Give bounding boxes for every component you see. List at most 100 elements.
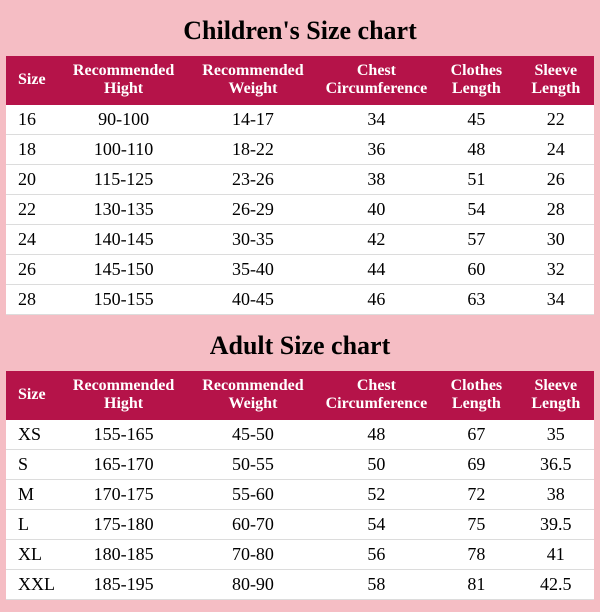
table-row: XS 155-165 45-50 48 67 35	[6, 420, 594, 450]
cell-sleeve: 30	[518, 224, 594, 254]
cell-clothes: 72	[435, 479, 517, 509]
cell-height: 145-150	[59, 254, 188, 284]
adult-chart-title: Adult Size chart	[6, 321, 594, 371]
cell-size: 28	[6, 284, 59, 314]
cell-weight: 18-22	[188, 134, 317, 164]
cell-size: 24	[6, 224, 59, 254]
cell-chest: 46	[318, 284, 436, 314]
table-row: L 175-180 60-70 54 75 39.5	[6, 509, 594, 539]
col-sleeve-length: Sleeve Length	[518, 371, 594, 420]
table-row: 22 130-135 26-29 40 54 28	[6, 194, 594, 224]
cell-weight: 55-60	[188, 479, 317, 509]
cell-clothes: 45	[435, 105, 517, 135]
cell-size: XL	[6, 539, 59, 569]
cell-chest: 54	[318, 509, 436, 539]
cell-size: 16	[6, 105, 59, 135]
table-row: 24 140-145 30-35 42 57 30	[6, 224, 594, 254]
cell-weight: 60-70	[188, 509, 317, 539]
cell-sleeve: 24	[518, 134, 594, 164]
col-chest: Chest Circumference	[318, 371, 436, 420]
cell-height: 90-100	[59, 105, 188, 135]
cell-height: 180-185	[59, 539, 188, 569]
cell-chest: 40	[318, 194, 436, 224]
cell-clothes: 78	[435, 539, 517, 569]
col-weight: Recommended Weight	[188, 56, 317, 105]
cell-height: 150-155	[59, 284, 188, 314]
cell-clothes: 69	[435, 449, 517, 479]
cell-height: 175-180	[59, 509, 188, 539]
table-row: 26 145-150 35-40 44 60 32	[6, 254, 594, 284]
cell-size: 22	[6, 194, 59, 224]
adult-chart: Adult Size chart Size Recommended Hight …	[6, 321, 594, 600]
cell-size: L	[6, 509, 59, 539]
cell-weight: 30-35	[188, 224, 317, 254]
cell-chest: 34	[318, 105, 436, 135]
cell-sleeve: 41	[518, 539, 594, 569]
cell-weight: 23-26	[188, 164, 317, 194]
cell-sleeve: 35	[518, 420, 594, 450]
children-chart-title: Children's Size chart	[6, 6, 594, 56]
cell-clothes: 63	[435, 284, 517, 314]
cell-height: 115-125	[59, 164, 188, 194]
cell-height: 100-110	[59, 134, 188, 164]
cell-clothes: 75	[435, 509, 517, 539]
cell-sleeve: 39.5	[518, 509, 594, 539]
children-header-row: Size Recommended Hight Recommended Weigh…	[6, 56, 594, 105]
cell-clothes: 81	[435, 569, 517, 599]
cell-size: 18	[6, 134, 59, 164]
cell-chest: 42	[318, 224, 436, 254]
table-row: M 170-175 55-60 52 72 38	[6, 479, 594, 509]
col-sleeve-length: Sleeve Length	[518, 56, 594, 105]
cell-sleeve: 42.5	[518, 569, 594, 599]
cell-sleeve: 28	[518, 194, 594, 224]
cell-clothes: 57	[435, 224, 517, 254]
cell-height: 140-145	[59, 224, 188, 254]
cell-sleeve: 22	[518, 105, 594, 135]
table-row: XL 180-185 70-80 56 78 41	[6, 539, 594, 569]
cell-chest: 36	[318, 134, 436, 164]
cell-weight: 80-90	[188, 569, 317, 599]
cell-chest: 48	[318, 420, 436, 450]
cell-weight: 35-40	[188, 254, 317, 284]
adult-header-row: Size Recommended Hight Recommended Weigh…	[6, 371, 594, 420]
col-size: Size	[6, 56, 59, 105]
cell-sleeve: 26	[518, 164, 594, 194]
size-charts-page: Children's Size chart Size Recommended H…	[0, 0, 600, 612]
col-height: Recommended Hight	[59, 56, 188, 105]
cell-weight: 40-45	[188, 284, 317, 314]
table-row: 18 100-110 18-22 36 48 24	[6, 134, 594, 164]
table-row: 16 90-100 14-17 34 45 22	[6, 105, 594, 135]
cell-sleeve: 32	[518, 254, 594, 284]
cell-weight: 45-50	[188, 420, 317, 450]
cell-size: S	[6, 449, 59, 479]
cell-chest: 52	[318, 479, 436, 509]
col-clothes-length: Clothes Length	[435, 56, 517, 105]
cell-weight: 70-80	[188, 539, 317, 569]
cell-height: 130-135	[59, 194, 188, 224]
cell-sleeve: 38	[518, 479, 594, 509]
col-chest: Chest Circumference	[318, 56, 436, 105]
col-clothes-length: Clothes Length	[435, 371, 517, 420]
cell-chest: 58	[318, 569, 436, 599]
cell-weight: 26-29	[188, 194, 317, 224]
children-table: Size Recommended Hight Recommended Weigh…	[6, 56, 594, 315]
table-row: XXL 185-195 80-90 58 81 42.5	[6, 569, 594, 599]
col-weight: Recommended Weight	[188, 371, 317, 420]
cell-weight: 50-55	[188, 449, 317, 479]
cell-size: XS	[6, 420, 59, 450]
cell-chest: 50	[318, 449, 436, 479]
cell-chest: 56	[318, 539, 436, 569]
cell-clothes: 67	[435, 420, 517, 450]
cell-sleeve: 36.5	[518, 449, 594, 479]
cell-chest: 38	[318, 164, 436, 194]
cell-size: 20	[6, 164, 59, 194]
cell-clothes: 54	[435, 194, 517, 224]
cell-height: 170-175	[59, 479, 188, 509]
table-row: 20 115-125 23-26 38 51 26	[6, 164, 594, 194]
cell-height: 155-165	[59, 420, 188, 450]
cell-chest: 44	[318, 254, 436, 284]
cell-clothes: 51	[435, 164, 517, 194]
children-chart: Children's Size chart Size Recommended H…	[6, 6, 594, 315]
cell-height: 165-170	[59, 449, 188, 479]
adult-table: Size Recommended Hight Recommended Weigh…	[6, 371, 594, 600]
